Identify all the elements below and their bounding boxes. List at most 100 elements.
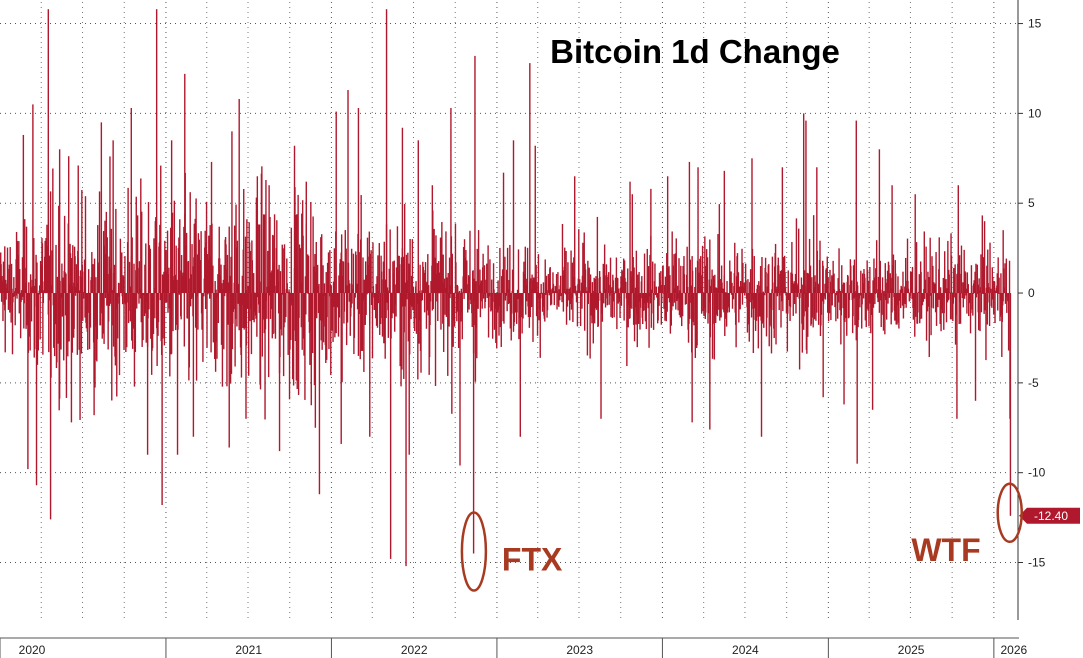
daily-change-bar [71, 293, 74, 353]
key-change-bar [4, 246, 6, 294]
daily-change-bar [810, 293, 813, 325]
daily-change-bar [715, 293, 717, 323]
daily-change-bar [476, 248, 478, 294]
daily-change-bar [880, 293, 882, 327]
daily-change-bar [629, 293, 632, 309]
daily-change-bar [730, 293, 733, 295]
daily-change-bar [354, 293, 356, 298]
daily-change-bar [24, 219, 26, 294]
daily-change-bar [445, 293, 448, 317]
daily-change-bar [784, 272, 786, 294]
key-change-bar [629, 181, 631, 294]
daily-change-bar [948, 292, 951, 294]
daily-change-bar [241, 275, 244, 294]
daily-change-bar [830, 293, 832, 321]
key-change-bar [47, 9, 50, 294]
daily-change-bar [493, 293, 496, 330]
daily-change-bar [854, 293, 857, 298]
daily-change-bar [326, 262, 329, 294]
daily-change-bar [780, 293, 782, 328]
daily-change-bar [449, 293, 451, 299]
daily-change-bar [446, 277, 448, 294]
daily-change-bar [510, 293, 513, 314]
key-change-bar [112, 140, 114, 294]
daily-change-bar [623, 260, 626, 294]
daily-change-bar [518, 293, 520, 340]
daily-change-bar [593, 277, 595, 294]
daily-change-bar [613, 293, 615, 318]
daily-change-bar [64, 272, 66, 294]
key-change-bar [534, 145, 536, 294]
daily-change-bar [193, 223, 195, 294]
daily-change-bar [321, 234, 323, 294]
daily-change-bar [930, 293, 933, 308]
daily-change-bar [131, 237, 133, 294]
daily-change-bar [964, 272, 967, 294]
daily-change-bar [948, 274, 950, 294]
daily-change-bar [379, 293, 382, 325]
daily-change-bar [683, 274, 686, 294]
daily-change-bar [359, 293, 361, 360]
daily-change-bar [926, 293, 929, 312]
daily-change-bar [169, 293, 171, 301]
daily-change-bar [611, 287, 613, 294]
daily-change-bar [774, 243, 777, 294]
daily-change-bar [552, 272, 554, 294]
daily-change-bar [402, 293, 404, 307]
daily-change-bar [410, 275, 413, 294]
daily-change-bar [568, 293, 570, 301]
daily-change-bar [217, 274, 219, 294]
daily-change-bar [8, 264, 11, 294]
daily-change-bar [574, 285, 577, 294]
daily-change-bar [833, 273, 835, 294]
daily-change-bar [574, 292, 576, 294]
daily-change-bar [116, 293, 119, 339]
daily-change-bar [97, 225, 99, 294]
daily-change-bar [145, 243, 147, 294]
daily-change-bar [256, 293, 258, 337]
daily-change-bar [548, 278, 550, 294]
daily-change-bar [395, 293, 397, 317]
daily-change-bar [538, 293, 540, 321]
daily-change-bar [982, 293, 984, 294]
daily-change-bar [138, 293, 140, 304]
daily-change-bar [868, 293, 871, 304]
key-change-bar [77, 165, 79, 294]
daily-change-bar [590, 293, 592, 316]
daily-change-bar [604, 293, 607, 308]
y-tick-label: 15 [1028, 17, 1042, 31]
daily-change-bar [96, 293, 98, 340]
daily-change-bar [403, 293, 405, 379]
daily-change-bar [699, 258, 701, 294]
daily-change-bar [13, 277, 15, 294]
daily-change-bar [757, 293, 760, 349]
daily-change-bar [349, 283, 351, 294]
daily-change-bar [218, 258, 221, 294]
daily-change-bar [896, 293, 898, 325]
daily-change-bar [91, 252, 93, 294]
daily-change-bar [285, 293, 287, 317]
daily-change-bar [567, 262, 569, 294]
daily-change-bar [0, 293, 3, 302]
daily-change-bar [930, 293, 932, 336]
daily-change-bar [935, 252, 937, 294]
daily-change-bar [694, 293, 697, 358]
daily-change-bar [435, 235, 437, 294]
daily-change-bar [773, 293, 775, 338]
daily-change-bar [829, 269, 831, 294]
daily-change-bar [583, 293, 586, 331]
daily-change-bar [723, 293, 725, 313]
daily-change-bar [68, 293, 70, 342]
daily-change-bar [867, 280, 870, 294]
daily-change-bar [426, 281, 428, 294]
daily-change-bar [507, 289, 509, 294]
daily-change-bar [742, 262, 744, 294]
daily-change-bar [721, 288, 724, 294]
x-tick-label: 2022 [401, 643, 428, 657]
daily-change-bar [36, 293, 39, 365]
key-change-bar [357, 107, 360, 294]
daily-change-bar [787, 293, 789, 314]
daily-change-bar [586, 293, 589, 356]
daily-change-bar [223, 293, 226, 297]
